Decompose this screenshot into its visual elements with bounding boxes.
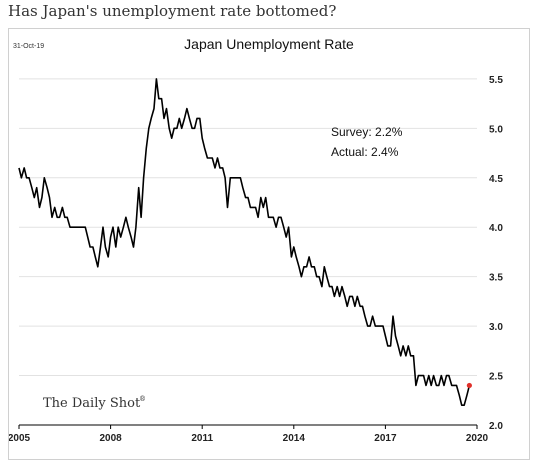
y-tick-label: 4.5	[489, 174, 503, 185]
x-tick-label: 2020	[466, 433, 489, 444]
x-tick-label: 2014	[283, 433, 306, 444]
y-tick-label: 3.0	[489, 322, 503, 333]
chart-panel: 2.0 2.5 3.0 3.5 4.0 4.5 5.0 5.5 2005 2008 2011 2014…	[8, 28, 530, 460]
chart-title: Japan Unemployment Rate	[184, 36, 354, 52]
latest-value-point	[466, 382, 472, 389]
chart-svg: 2.0 2.5 3.0 3.5 4.0 4.5 5.0 5.5 2005 2008 2011 2014…	[9, 36, 503, 444]
series-line-unemployment	[18, 78, 471, 406]
y-tick-label: 5.0	[489, 124, 503, 135]
source-brand: The Daily Shot	[43, 396, 141, 411]
x-tick-label: 2017	[374, 433, 397, 444]
y-tick-label: 4.0	[489, 223, 503, 234]
source-brand-mark: ®	[139, 395, 146, 403]
x-tick-label: 2005	[9, 433, 31, 444]
y-tick-label: 3.5	[489, 273, 503, 284]
annotation-survey: Survey: 2.2%	[331, 125, 403, 139]
x-tick-label: 2011	[191, 433, 213, 444]
y-tick-label: 2.0	[489, 421, 503, 432]
line-layer	[18, 78, 472, 406]
grid-layer	[18, 78, 478, 429]
x-tick-label: 2008	[99, 433, 122, 444]
y-tick-label: 2.5	[489, 372, 503, 383]
y-tick-label: 5.5	[489, 75, 503, 86]
label-layer: 2.0 2.5 3.0 3.5 4.0 4.5 5.0 5.5 2005 2008 2011 2014…	[9, 75, 503, 444]
page-headline: Has Japan's unemployment rate bottomed?	[8, 2, 337, 20]
date-stamp: 31-Oct-19	[13, 43, 44, 50]
annotation-actual: Actual: 2.4%	[331, 145, 399, 159]
